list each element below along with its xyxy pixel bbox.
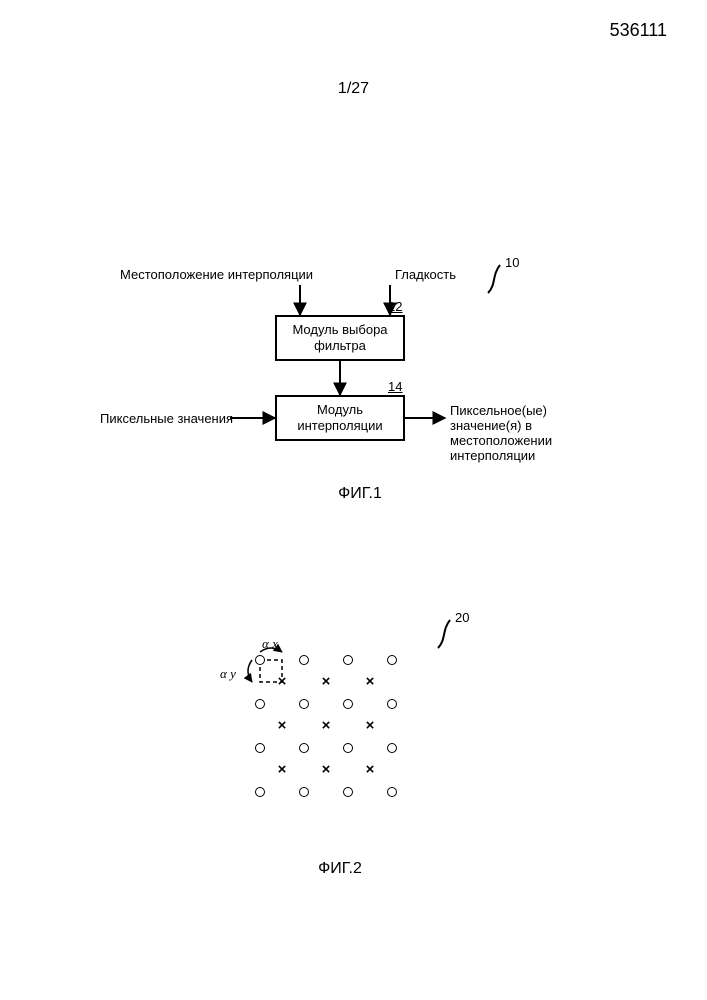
pixel-sample-o bbox=[387, 743, 397, 753]
interp-sample-x bbox=[320, 720, 332, 732]
pixel-sample-o bbox=[255, 743, 265, 753]
document-number: 536111 bbox=[610, 20, 667, 41]
fig1-box-filter-select: Модуль выбора фильтра bbox=[275, 315, 405, 361]
figure-2: 20 α x α y ФИГ.2 bbox=[210, 610, 470, 890]
fig1-output: Пиксельное(ые) значение(я) в местоположе… bbox=[450, 403, 620, 463]
fig1-input-pixels: Пиксельные значения bbox=[100, 411, 233, 426]
fig2-caption: ФИГ.2 bbox=[210, 860, 470, 878]
fig1-ref-14: 14 bbox=[388, 379, 402, 394]
interp-sample-x bbox=[364, 720, 376, 732]
fig1-caption: ФИГ.1 bbox=[100, 485, 620, 503]
interp-sample-x bbox=[276, 764, 288, 776]
interp-sample-x bbox=[276, 720, 288, 732]
pixel-sample-o bbox=[299, 699, 309, 709]
interp-sample-x bbox=[364, 764, 376, 776]
fig1-box-interpolation: Модуль интерполяции bbox=[275, 395, 405, 441]
pixel-sample-o bbox=[255, 699, 265, 709]
pixel-sample-o bbox=[299, 787, 309, 797]
pixel-sample-o bbox=[343, 699, 353, 709]
pixel-sample-o bbox=[299, 655, 309, 665]
fig1-input-location: Местоположение интерполяции bbox=[120, 267, 313, 282]
interp-sample-x bbox=[276, 676, 288, 688]
figure-1: 10 Местоположение интерполяции Гладкость… bbox=[100, 275, 620, 525]
pixel-sample-o bbox=[387, 787, 397, 797]
pixel-sample-o bbox=[387, 655, 397, 665]
page-counter: 1/27 bbox=[0, 80, 707, 98]
pixel-sample-o bbox=[343, 787, 353, 797]
interp-sample-x bbox=[320, 764, 332, 776]
fig1-box2-label: Модуль интерполяции bbox=[297, 402, 382, 433]
pixel-sample-o bbox=[255, 655, 265, 665]
fig2-grid bbox=[210, 610, 470, 860]
fig1-ref-12: 12 bbox=[388, 299, 402, 314]
pixel-sample-o bbox=[343, 743, 353, 753]
fig1-ref-10: 10 bbox=[505, 255, 519, 270]
interp-sample-x bbox=[364, 676, 376, 688]
fig1-input-smoothness: Гладкость bbox=[395, 267, 456, 282]
fig1-box1-label: Модуль выбора фильтра bbox=[292, 322, 387, 353]
pixel-sample-o bbox=[299, 743, 309, 753]
pixel-sample-o bbox=[387, 699, 397, 709]
interp-sample-x bbox=[320, 676, 332, 688]
pixel-sample-o bbox=[343, 655, 353, 665]
pixel-sample-o bbox=[255, 787, 265, 797]
